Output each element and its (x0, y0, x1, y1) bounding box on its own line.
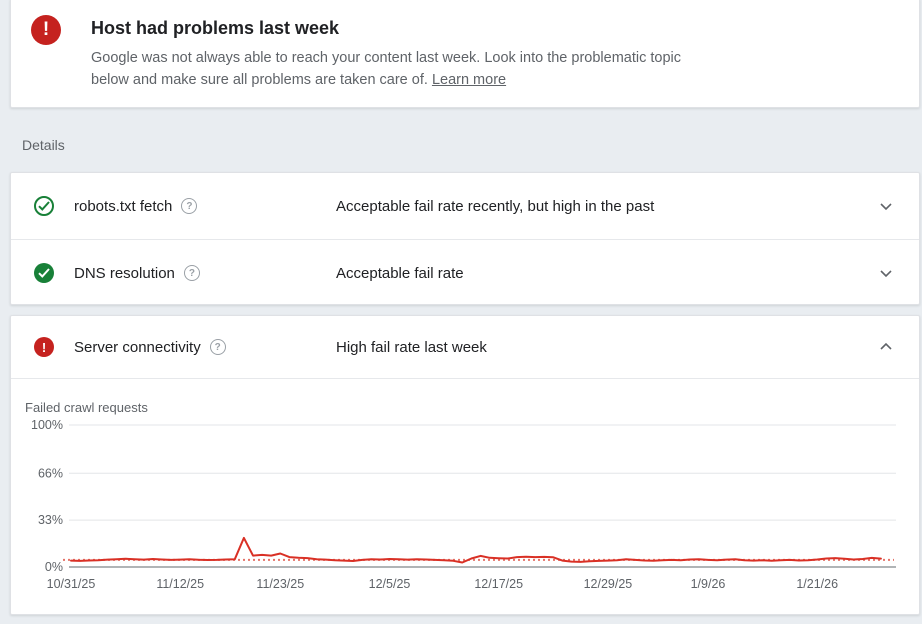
chart-title: Failed crawl requests (25, 400, 148, 415)
chevron-down-icon[interactable] (879, 266, 893, 280)
svg-text:10/31/25: 10/31/25 (47, 577, 96, 591)
svg-text:12/5/25: 12/5/25 (369, 577, 411, 591)
alert-description-text: Google was not always able to reach your… (91, 50, 681, 88)
svg-text:12/17/25: 12/17/25 (474, 577, 523, 591)
check-circle-filled-icon (34, 263, 54, 283)
divider (11, 378, 919, 379)
row-label: robots.txt fetch (74, 197, 173, 215)
row-status: Acceptable fail rate (336, 264, 464, 282)
divider (11, 239, 919, 240)
row-status: High fail rate last week (336, 338, 487, 356)
check-circle-outline-icon (34, 196, 54, 216)
chevron-down-icon[interactable] (879, 199, 893, 213)
help-icon[interactable] (183, 265, 200, 281)
alert-title: Host had problems last week (91, 18, 340, 38)
row-label: Server connectivity (74, 338, 201, 356)
row-status: Acceptable fail rate recently, but high … (336, 197, 655, 215)
svg-text:0%: 0% (45, 560, 63, 574)
server-connectivity-card: ! Server connectivity High fail rate las… (10, 315, 920, 615)
svg-text:11/12/25: 11/12/25 (156, 577, 204, 591)
help-icon[interactable] (181, 198, 198, 214)
learn-more-link[interactable]: Learn more (431, 72, 507, 88)
host-problems-alert-card: ! Host had problems last week Google was… (10, 0, 920, 108)
error-circle-icon: ! (34, 337, 54, 357)
svg-text:100%: 100% (31, 418, 63, 432)
svg-text:1/21/26: 1/21/26 (796, 577, 838, 591)
row-robots-txt-fetch[interactable]: robots.txt fetch Acceptable fail rate re… (11, 173, 919, 239)
error-exclamation-icon: ! (31, 15, 61, 45)
alert-description: Google was not always able to reach your… (91, 47, 687, 91)
svg-text:11/23/25: 11/23/25 (256, 577, 304, 591)
failed-crawl-requests-chart: 100% 66% 33% 0% 10/31/25 11/12/25 11/23/25 12/5… (31, 418, 896, 591)
svg-text:12/29/25: 12/29/25 (584, 577, 633, 591)
row-server-connectivity[interactable]: ! Server connectivity High fail rate las… (11, 316, 919, 378)
svg-text:1/9/26: 1/9/26 (691, 577, 726, 591)
row-label: DNS resolution (74, 264, 175, 282)
svg-text:66%: 66% (38, 466, 63, 480)
host-status-list-card: robots.txt fetch Acceptable fail rate re… (10, 172, 920, 305)
chevron-up-icon[interactable] (879, 340, 893, 354)
details-label: Details (22, 137, 65, 153)
row-dns-resolution[interactable]: DNS resolution Acceptable fail rate (11, 240, 919, 306)
help-icon[interactable] (209, 339, 226, 355)
svg-text:33%: 33% (38, 513, 63, 527)
